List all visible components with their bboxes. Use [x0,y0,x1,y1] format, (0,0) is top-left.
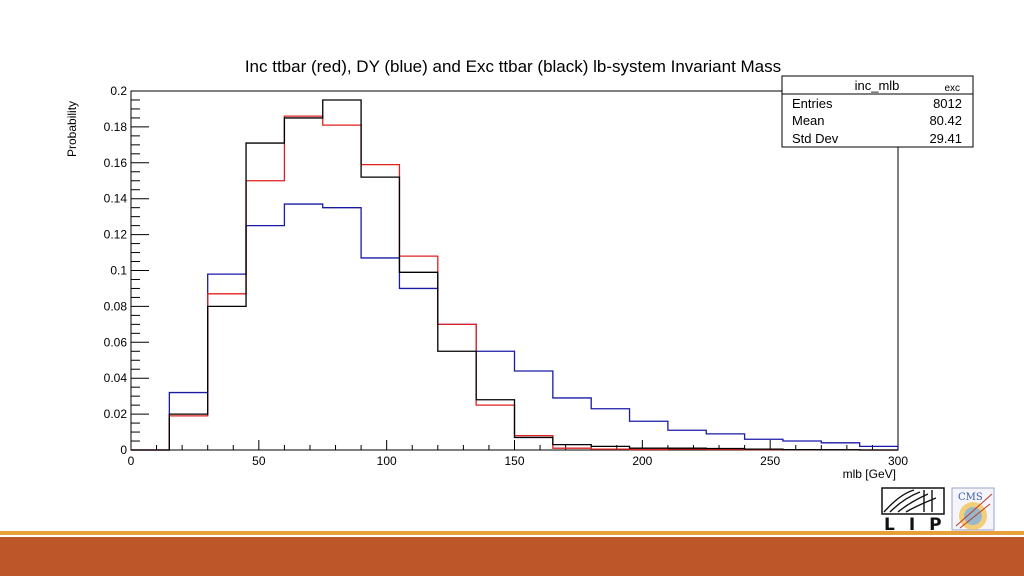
x-axis: 0 50 100 150 200 250 300 [128,440,908,468]
y-tick-label: 0.2 [110,84,127,98]
y-tick-label: 0.08 [104,299,128,313]
institution-logos: LIP CMS [881,487,995,532]
y-tick-label: 0.1 [110,264,127,278]
x-tick-label: 300 [888,454,908,468]
x-tick-label: 0 [128,454,135,468]
footer-accent-line [0,531,1024,535]
y-tick-label: 0.06 [104,335,128,349]
stats-box: inc_mlb exc Entries 8012 Mean 80.42 Std … [781,75,974,148]
y-tick-label: 0.12 [104,228,128,242]
histogram-series [131,99,899,451]
footer-bar [0,537,1024,576]
stats-entries-label: Entries [792,96,833,111]
chart-title: Inc ttbar (red), DY (blue) and Exc ttbar… [245,57,781,76]
y-axis-label: Probability [65,101,79,157]
stats-entries-value: 8012 [933,96,962,111]
stats-mean-value: 80.42 [929,113,962,128]
x-tick-label: 100 [377,454,397,468]
y-tick-label: 0.14 [104,192,128,206]
stats-mean-label: Mean [792,113,825,128]
x-axis-label: mlb [GeV] [843,467,896,481]
y-tick-label: 0 [120,443,127,457]
lip-logo: LIP [881,487,956,532]
stats-name: inc_mlb [855,78,900,93]
y-tick-label: 0.16 [104,156,128,170]
histogram-series-0 [131,203,899,451]
stats-stddev-value: 29.41 [929,131,962,146]
y-tick-label: 0.02 [104,407,128,421]
histogram-series-2 [131,99,898,451]
lip-logo-text: LIP [884,515,956,532]
y-axis: 0 0.02 0.04 0.06 0.08 0.1 0.12 0.14 0.16 0.18 0.2 [104,84,149,457]
stats-tag: exc [944,83,960,94]
x-tick-label: 200 [632,454,652,468]
y-tick-label: 0.18 [104,120,128,134]
y-tick-label: 0.04 [104,371,128,385]
x-tick-label: 250 [760,454,780,468]
x-tick-label: 50 [252,454,266,468]
cms-logo: CMS [951,487,995,531]
x-tick-label: 150 [504,454,524,468]
histogram-chart: Inc ttbar (red), DY (blue) and Exc ttbar… [65,57,974,481]
stats-stddev-label: Std Dev [792,131,839,146]
cms-logo-text: CMS [958,492,983,503]
